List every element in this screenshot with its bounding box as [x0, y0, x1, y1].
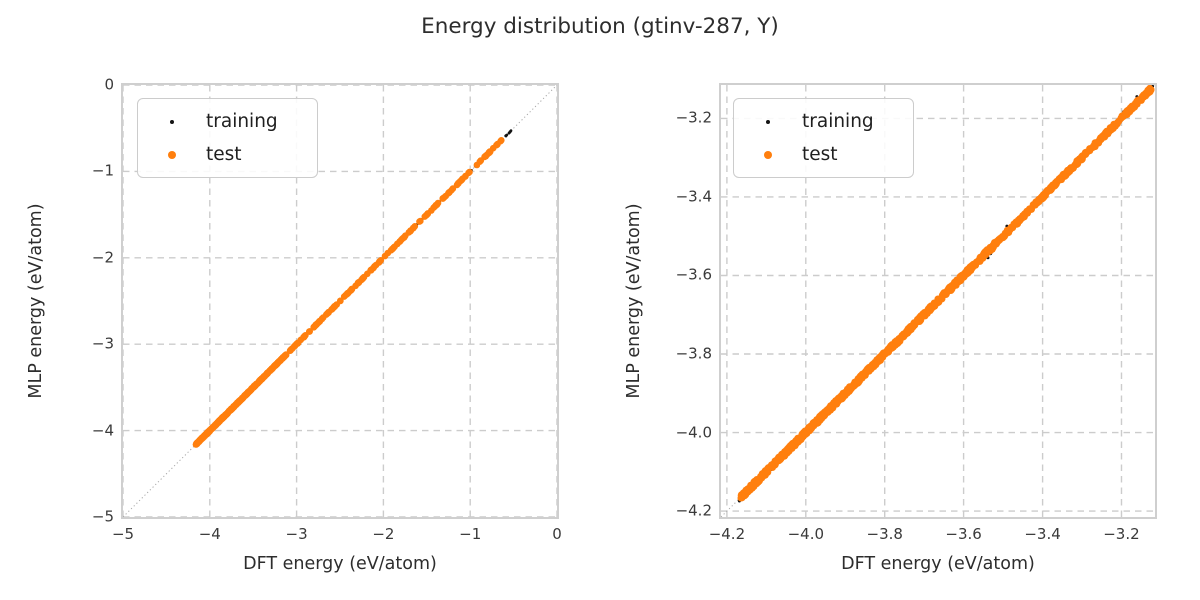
left-scatter-canvas: [123, 85, 557, 517]
legend-item-training: training: [734, 105, 903, 138]
x-tick-label: −3.4: [1024, 525, 1061, 543]
training-marker-icon: [138, 119, 206, 124]
x-tick-label: −4.2: [708, 525, 746, 543]
y-tick-label: −3.8: [675, 344, 712, 363]
y-tick-label: −2: [91, 248, 114, 267]
legend-label-test: test: [802, 144, 838, 165]
y-tick-label: −3.4: [675, 187, 712, 206]
legend-item-test: test: [138, 138, 307, 171]
figure-title: Energy distribution (gtinv-287, Y): [421, 14, 779, 39]
x-tick-label: −3: [285, 525, 308, 543]
legend-item-test: test: [734, 138, 903, 171]
right-scatter-canvas: [721, 85, 1155, 517]
legend-label-training: training: [206, 111, 278, 132]
x-tick-label: −1: [459, 525, 482, 543]
y-tick-label: −4.0: [675, 423, 712, 442]
x-tick-label: −4: [198, 525, 221, 543]
left-scatter-plot: training test −5 −4 −3 −2 −1 0 0 −1 −2 −3 −4 −5: [92, 77, 562, 542]
y-tick-label: −3.6: [675, 265, 712, 284]
right-legend: training test: [733, 98, 914, 178]
x-tick-label: 0: [552, 525, 562, 543]
y-tick-label: 0: [104, 75, 114, 94]
y-tick-label: −1: [91, 161, 114, 180]
left-legend: training test: [137, 98, 318, 178]
y-tick-label: −4.2: [675, 501, 712, 520]
x-tick-label: −3.2: [1103, 525, 1140, 543]
right-y-axis-label: MLP energy (eV/atom): [624, 203, 644, 399]
legend-label-training: training: [802, 111, 874, 132]
x-tick-label: −3.6: [945, 525, 982, 543]
y-tick-label: −5: [91, 507, 114, 526]
right-x-axis-label: DFT energy (eV/atom): [841, 554, 1035, 574]
x-tick-label: −5: [111, 525, 135, 543]
right-scatter-plot: training test −4.2 −4.0 −3.8 −3.6 −3.4 −3.2 −3…: [676, 83, 1157, 542]
x-tick-label: −2: [372, 525, 395, 543]
test-marker-icon: [734, 150, 802, 159]
y-tick-label: −4: [91, 421, 114, 440]
x-tick-label: −3.8: [866, 525, 903, 543]
y-tick-label: −3: [91, 334, 114, 353]
y-tick-label: −3.2: [675, 108, 712, 127]
training-marker-icon: [734, 119, 802, 124]
x-tick-label: −4.0: [787, 525, 825, 543]
legend-item-training: training: [138, 105, 307, 138]
left-y-axis-label: MLP energy (eV/atom): [26, 203, 46, 399]
test-marker-icon: [138, 150, 206, 159]
legend-label-test: test: [206, 144, 242, 165]
left-x-axis-label: DFT energy (eV/atom): [243, 554, 437, 574]
